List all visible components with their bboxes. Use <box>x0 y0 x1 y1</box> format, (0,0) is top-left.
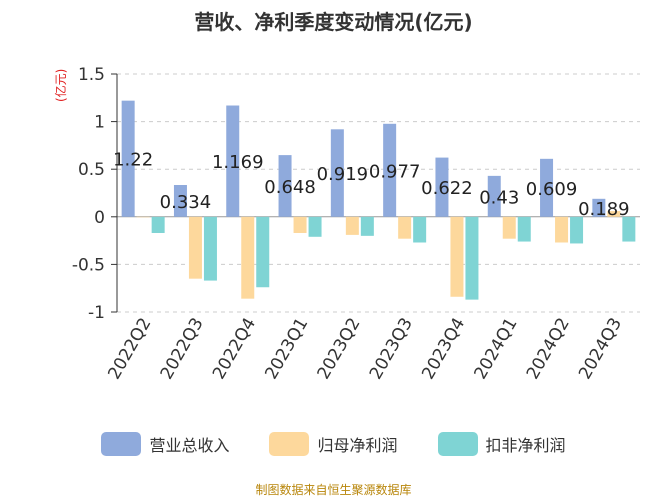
y-tick-label: 1 <box>94 113 105 133</box>
bar-net-profit[interactable] <box>241 216 255 299</box>
x-tick-label: 2023Q4 <box>418 315 469 383</box>
legend: 营业总收入 归母净利润 扣非净利润 <box>0 432 667 456</box>
y-tick-label: -1 <box>88 303 105 323</box>
bar-revenue[interactable] <box>435 157 449 217</box>
legend-label-net-profit: 归母净利润 <box>317 436 398 455</box>
bar-net-profit[interactable] <box>502 216 516 239</box>
bar-deducted-profit[interactable] <box>570 216 584 244</box>
x-tick-label: 2024Q2 <box>523 315 574 383</box>
x-tick-label: 2023Q2 <box>314 315 365 383</box>
bar-deducted-profit[interactable] <box>465 216 479 300</box>
chart-title: 营收、净利季度变动情况(亿元) <box>194 10 473 34</box>
bar-net-profit[interactable] <box>607 211 621 217</box>
legend-swatch-deducted-profit <box>437 432 478 456</box>
bar-revenue[interactable] <box>383 123 397 217</box>
bar-net-profit[interactable] <box>188 216 202 279</box>
bar-deducted-profit[interactable] <box>413 216 427 243</box>
y-tick-label: -0.5 <box>72 255 105 275</box>
x-tick-label: 2023Q1 <box>261 315 312 383</box>
data-source-note: 制图数据来自恒生聚源数据库 <box>255 483 412 497</box>
bar-net-profit[interactable] <box>293 216 307 233</box>
bars <box>121 100 636 300</box>
legend-item-deducted-profit[interactable]: 扣非净利润 <box>437 432 566 456</box>
y-tick-label: 1.5 <box>78 65 105 85</box>
bar-revenue[interactable] <box>592 198 606 217</box>
legend-label-deducted-profit: 扣非净利润 <box>485 436 566 455</box>
bar-deducted-profit[interactable] <box>360 216 374 236</box>
data-label: 0.43 <box>479 187 519 208</box>
x-tick-label: 2023Q3 <box>366 315 417 383</box>
data-label: 0.609 <box>526 179 578 200</box>
x-tick-labels: 2022Q2 2022Q3 2022Q4 2023Q1 2023Q2 2023Q3 2023… <box>104 315 626 383</box>
x-tick-label: 2024Q3 <box>575 315 626 383</box>
bar-revenue[interactable] <box>540 158 554 217</box>
bar-deducted-profit[interactable] <box>151 216 165 233</box>
legend-item-revenue[interactable]: 营业总收入 <box>101 432 229 456</box>
bar-revenue[interactable] <box>487 175 501 217</box>
bar-deducted-profit[interactable] <box>308 216 322 237</box>
data-label: 0.334 <box>160 192 212 213</box>
legend-label-revenue: 营业总收入 <box>149 436 230 455</box>
x-tick-label: 2022Q4 <box>209 315 260 383</box>
bar-net-profit[interactable] <box>345 216 359 235</box>
data-label: 0.622 <box>421 178 473 199</box>
bar-revenue[interactable] <box>330 129 344 217</box>
bar-net-profit[interactable] <box>136 216 150 218</box>
y-tick-label: 0.5 <box>78 160 105 180</box>
legend-swatch-net-profit <box>269 432 310 456</box>
bar-deducted-profit[interactable] <box>256 216 270 288</box>
y-tick-labels: 1.5 1 0.5 0 -0.5 -1 <box>72 65 117 323</box>
bar-deducted-profit[interactable] <box>517 216 531 242</box>
data-label: 0.189 <box>578 199 630 220</box>
bar-net-profit[interactable] <box>555 216 569 243</box>
bar-deducted-profit[interactable] <box>203 216 217 281</box>
bar-net-profit[interactable] <box>398 216 412 239</box>
x-tick-label: 2024Q1 <box>471 315 522 383</box>
data-label: 0.919 <box>317 164 369 185</box>
legend-swatch-revenue <box>101 432 142 456</box>
data-label: 0.977 <box>369 161 421 182</box>
bar-revenue[interactable] <box>173 185 187 217</box>
bar-net-profit[interactable] <box>450 216 464 297</box>
bar-deducted-profit[interactable] <box>622 216 636 242</box>
bar-revenue[interactable] <box>278 155 292 217</box>
bar-revenue[interactable] <box>226 105 240 217</box>
x-tick-label: 2022Q3 <box>157 315 208 383</box>
data-label: 1.169 <box>212 152 264 173</box>
legend-item-net-profit[interactable]: 归母净利润 <box>269 432 398 456</box>
x-tick-label: 2022Q2 <box>104 315 155 383</box>
bar-revenue[interactable] <box>121 100 135 217</box>
y-tick-label: 0 <box>94 208 105 228</box>
data-label: 0.648 <box>264 177 316 198</box>
data-label: 1.22 <box>113 150 153 171</box>
